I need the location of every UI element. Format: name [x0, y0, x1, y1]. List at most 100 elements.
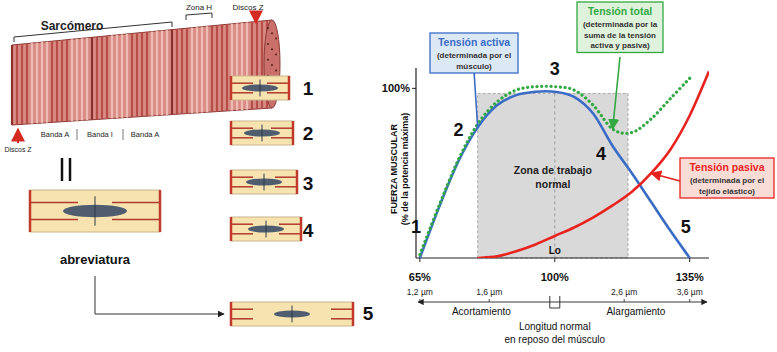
actin-filament — [231, 233, 253, 235]
legend-entry: Tensión activa — [438, 36, 510, 48]
fiber-stripe — [71, 39, 73, 121]
y-tick-label: 100% — [382, 82, 410, 94]
sarcomere-body — [30, 190, 160, 232]
band-label: Banda A — [131, 130, 159, 139]
x-tick-label: 100% — [541, 271, 569, 283]
series-group — [420, 71, 709, 258]
fiber-stripe — [61, 40, 63, 122]
fiber-stripe — [36, 43, 38, 124]
state-number: 3 — [303, 173, 314, 194]
length-tick-label: 1,2 µm — [407, 287, 433, 297]
fiber-stripe — [86, 38, 88, 120]
equals-bar — [69, 158, 72, 181]
point-label: 2 — [453, 120, 463, 140]
length-axis — [418, 302, 707, 303]
fiber-stripe — [186, 28, 188, 113]
fiber-stripe — [46, 42, 48, 123]
z-discs-label: Discos Z — [4, 146, 32, 153]
actin-filament — [231, 186, 253, 188]
band-label: Banda I — [87, 130, 113, 139]
m-line — [292, 306, 293, 323]
zone-h-label: Zona H — [186, 3, 212, 12]
z-disc-line — [171, 30, 172, 115]
sarcomere-state — [231, 121, 293, 145]
actin-filament — [231, 127, 253, 129]
m-line — [260, 80, 261, 97]
callout-connector — [474, 71, 478, 127]
point-label: 5 — [681, 217, 691, 237]
fiber-dot — [267, 59, 269, 61]
fiber-stripe — [211, 26, 213, 112]
normal-work-zone — [478, 93, 628, 258]
callout-note: (determinada por la — [583, 20, 658, 29]
actin-filament — [112, 219, 160, 221]
actin-filament — [271, 127, 293, 129]
figure: SarcómeroZona HDiscos ZDiscos ZBanda ABa… — [0, 0, 777, 352]
x-tick-label: 135% — [676, 271, 704, 283]
lengthening-label: Alargamiento — [606, 306, 665, 317]
x-tick — [419, 258, 420, 262]
z-discs-label: Discos Z — [232, 3, 263, 12]
z-discs-arrow — [17, 129, 19, 143]
rest-length-bracket — [550, 296, 560, 308]
x-tick — [554, 258, 555, 262]
fiber-stripe — [156, 31, 158, 115]
actin-filament — [231, 318, 253, 320]
m-line — [262, 125, 263, 142]
fiber-stripe — [91, 37, 93, 119]
z-disc-line — [91, 37, 92, 119]
y-axis-label: FUERZA MUSCULAR — [389, 123, 399, 214]
fiber-dot — [271, 32, 273, 34]
callout-note: activa y pasiva) — [590, 41, 649, 50]
callout-connector — [613, 57, 620, 129]
sarcomere-body — [231, 121, 293, 145]
z-disc — [352, 302, 355, 326]
callout-box — [680, 158, 774, 198]
fiber-dot — [267, 43, 269, 45]
fiber-stripe — [221, 25, 223, 111]
fiber-stripe — [126, 34, 128, 118]
band-label: Banda A — [41, 130, 69, 139]
fiber-stripe — [96, 37, 98, 120]
m-line — [264, 174, 265, 191]
callout-note: suma de la tensión — [584, 31, 656, 40]
actin-filament — [275, 176, 297, 178]
fiber-stripe — [136, 33, 138, 117]
z-disc — [230, 170, 233, 194]
fiber-dot — [275, 69, 277, 71]
z-disc — [230, 302, 233, 326]
actin-filament — [267, 92, 289, 94]
m-line — [266, 221, 267, 238]
actin-filament — [275, 186, 297, 188]
z-disc — [288, 76, 291, 100]
fiber-dot — [275, 38, 277, 40]
state-number: 5 — [363, 303, 374, 324]
fiber-stripe — [181, 29, 183, 114]
state-number: 1 — [303, 78, 314, 99]
rest-length-label: Longitud normal — [519, 321, 591, 332]
rest-length-marker: Lo — [549, 245, 561, 256]
fiber-stripe — [146, 32, 148, 116]
actin-filament — [30, 202, 78, 204]
fiber-stripe — [101, 36, 103, 119]
fiber-dot — [267, 27, 269, 29]
fiber-stripe — [131, 33, 133, 117]
fiber-stripe — [161, 31, 163, 116]
series-line — [478, 71, 709, 258]
actin-filament — [231, 223, 253, 225]
callout-note: tejido elástico) — [699, 187, 755, 196]
legend-entry: Tensión pasiva — [689, 161, 764, 173]
actin-filament — [30, 219, 78, 221]
abbreviation-arrow — [95, 276, 224, 314]
fiber-stripe — [166, 30, 168, 115]
fiber-stripe — [121, 34, 123, 117]
length-tick — [624, 299, 625, 302]
point-label: 4 — [596, 144, 606, 164]
actin-filament — [271, 137, 293, 139]
band-separator — [77, 129, 78, 140]
sarcomere-state — [231, 170, 297, 194]
sarcomere-state — [231, 76, 289, 100]
fiber-stripe — [206, 26, 208, 112]
fiber-stripe — [196, 27, 198, 113]
fiber-stripe — [41, 42, 43, 123]
